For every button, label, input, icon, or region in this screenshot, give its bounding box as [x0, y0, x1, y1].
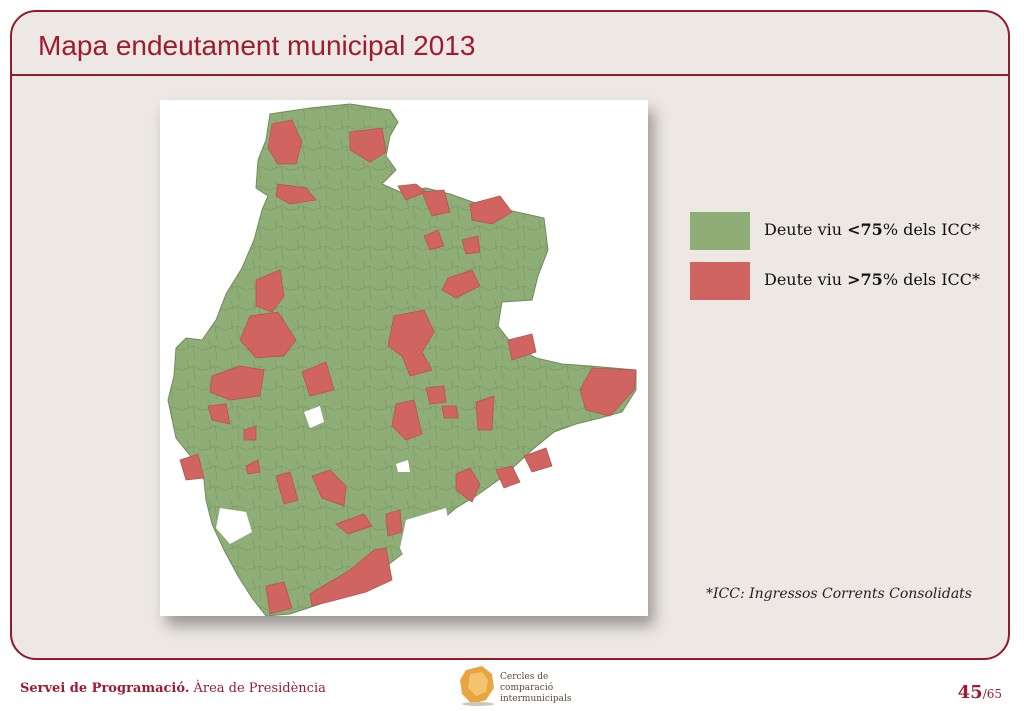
municipality-high: [495, 465, 521, 489]
municipality-high: [441, 269, 481, 299]
enclave: [396, 460, 410, 472]
municipality-high: [209, 365, 265, 401]
footer-org: Servei de Programació. Àrea de Presidènc…: [20, 681, 326, 696]
coastal-gap: [400, 508, 452, 574]
municipality-high: [267, 119, 303, 165]
footnote: *ICC: Ingressos Corrents Consolidats: [706, 586, 972, 602]
municipality-high: [423, 229, 445, 251]
municipality-high: [391, 399, 423, 441]
legend-label: Deute viu <75% dels ICC*: [764, 220, 981, 239]
slide-frame: Mapa endeutament municipal 2013: [10, 10, 1010, 660]
municipality-high: [311, 469, 347, 507]
municipality-high: [265, 581, 293, 615]
municipality-high: [335, 513, 373, 535]
legend-item-low-debt: Deute viu <75% dels ICC*: [690, 212, 1008, 252]
municipality-high: [275, 183, 317, 205]
footer-logo: Cercles de comparació intermunicipals: [458, 664, 598, 706]
municipal-debt-map: [167, 103, 637, 616]
municipality-high: [523, 447, 553, 473]
municipality-high: [207, 403, 231, 425]
municipality-high: [349, 127, 387, 163]
municipality-high: [469, 195, 513, 225]
municipality-high: [301, 361, 335, 397]
legend-label: Deute viu >75% dels ICC*: [764, 270, 981, 289]
municipality-high: [441, 405, 459, 419]
municipality-high: [239, 311, 297, 359]
municipality-high: [507, 333, 537, 361]
enclave: [304, 406, 324, 428]
province-logo-icon: [460, 666, 494, 706]
municipality-high: [255, 269, 285, 313]
high-debt-municipalities: [179, 119, 637, 615]
legend-swatch-green: [690, 212, 750, 250]
municipality-high: [461, 235, 481, 255]
logo-text: Cercles de comparació intermunicipals: [500, 672, 572, 704]
page-title: Mapa endeutament municipal 2013: [38, 30, 476, 61]
municipality-high: [243, 425, 257, 441]
municipality-high: [421, 189, 451, 217]
legend-swatch-red: [690, 262, 750, 300]
municipality-high: [179, 453, 205, 481]
page-number: 45/65: [957, 682, 1002, 703]
map-panel: [160, 100, 648, 616]
municipality-high: [275, 471, 299, 505]
coastal-gap: [216, 508, 252, 544]
municipality-high: [455, 467, 481, 503]
municipality-high: [425, 385, 447, 405]
municipality-high: [475, 395, 495, 431]
municipality-high: [385, 509, 403, 537]
legend-item-high-debt: Deute viu >75% dels ICC*: [690, 262, 1008, 302]
municipality-high: [245, 459, 261, 475]
municipality-high: [387, 309, 435, 377]
municipality-high: [309, 547, 393, 607]
title-bar: Mapa endeutament municipal 2013: [12, 12, 1008, 76]
municipality-high: [579, 367, 637, 417]
